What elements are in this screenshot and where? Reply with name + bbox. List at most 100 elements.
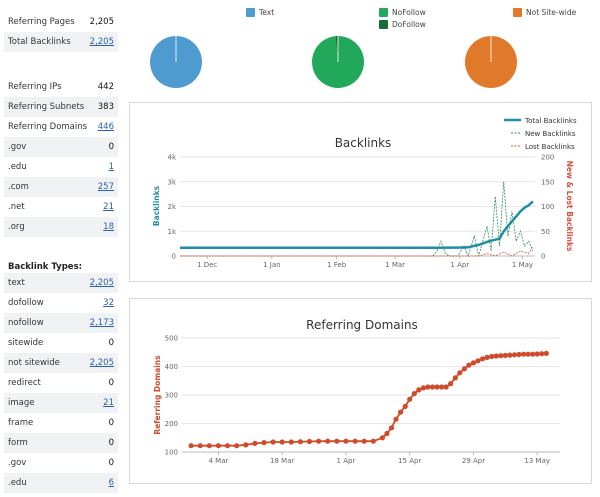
type-row-dofollow: dofollow 32: [4, 293, 118, 313]
type-value: 0: [108, 458, 114, 468]
net-domains-link[interactable]: 21: [103, 202, 114, 212]
type-label: sitewide: [8, 338, 44, 348]
org-domains-link[interactable]: 18: [103, 222, 114, 232]
x-tick-label: 4 Mar: [208, 457, 228, 465]
data-point: [480, 356, 486, 362]
data-point: [470, 360, 477, 366]
summary-row-referring-pages: Referring Pages 2,205: [4, 12, 118, 32]
edu-domains-link[interactable]: 1: [108, 162, 114, 172]
data-point: [530, 351, 536, 357]
x-tick-label: 13 May: [524, 457, 550, 465]
y2-tick-label: 100: [541, 203, 554, 211]
legend-new-backlinks[interactable]: New Backlinks: [525, 130, 576, 138]
series-line-new-backlinks: [180, 181, 534, 258]
y-tick-label: 3k: [167, 178, 176, 186]
type-edu-link[interactable]: 6: [108, 478, 114, 488]
y-tick-label: 100: [165, 449, 178, 457]
backlinks-chart-title: Backlinks: [335, 136, 392, 150]
data-point: [543, 350, 549, 356]
y-tick-label: 1k: [167, 228, 176, 236]
summary-label: Referring Pages: [8, 17, 75, 27]
legend-label: Text: [259, 8, 275, 17]
type-text-link[interactable]: 2,205: [89, 278, 114, 288]
data-point: [224, 443, 231, 449]
x-tick-label: 1 Feb: [327, 261, 347, 269]
data-point: [334, 438, 340, 444]
data-point: [493, 353, 499, 359]
backlink-types-title: Backlink Types:: [8, 262, 83, 272]
series-line-referring-domains: [191, 352, 547, 447]
stat-row-net: .net 21: [4, 197, 118, 217]
stat-label: .net: [8, 202, 25, 212]
data-point: [188, 443, 194, 449]
type-label: .gov: [8, 458, 27, 468]
type-row-nofollow: nofollow 2,173: [4, 313, 118, 333]
y-tick-label: 500: [165, 335, 178, 343]
stat-label: .com: [8, 182, 29, 192]
type-value: 0: [108, 418, 114, 428]
type-row-image: image 21: [4, 393, 118, 413]
legend-label: DoFollow: [392, 20, 426, 29]
pie-charts: [150, 35, 517, 88]
data-point: [407, 396, 413, 402]
data-point: [457, 370, 463, 376]
x-tick-label: 1 Jan: [263, 261, 280, 269]
x-tick-label: 15 Apr: [398, 457, 421, 465]
stat-label: .gov: [8, 142, 27, 152]
type-row-redirect: redirect 0: [4, 373, 118, 393]
data-point: [379, 435, 385, 441]
referring-domains-chart-panel: Referring Domains Referring Domains 100 2…: [129, 298, 592, 484]
referring-domains-chart: Referring Domains Referring Domains 100 2…: [153, 318, 560, 465]
legend-not-sitewide[interactable]: Not Site-wide: [513, 8, 576, 17]
type-row-form: form 0: [4, 433, 118, 453]
type-dofollow-link[interactable]: 32: [103, 298, 114, 308]
type-value: 0: [108, 438, 114, 448]
type-row-text: text 2,205: [4, 273, 118, 293]
backlinks-chart-panel: Backlinks Backlinks New & Lost Backlinks…: [129, 102, 592, 282]
x-tick-label: 1 Apr: [337, 457, 356, 465]
data-point: [511, 352, 518, 358]
legend-swatch: [379, 8, 388, 17]
stat-label: Referring IPs: [8, 82, 62, 92]
type-value: 0: [108, 338, 114, 348]
data-point: [361, 438, 367, 444]
data-point: [434, 384, 440, 390]
y-tick-label: 400: [165, 363, 178, 371]
y-tick-label: 200: [165, 420, 178, 428]
data-point: [325, 438, 331, 444]
data-point: [416, 387, 422, 393]
legend-text[interactable]: Text: [246, 8, 274, 17]
y-tick-label: 2k: [167, 203, 176, 211]
referring-table: Referring IPs 442 Referring Subnets 383 …: [4, 77, 118, 237]
backlinks-y-label: Backlinks: [152, 185, 161, 226]
y-tick-label: 300: [165, 392, 178, 400]
referring-domains-y-label: Referring Domains: [153, 355, 162, 435]
y2-tick-label: 50: [541, 228, 550, 236]
type-nofollow-link[interactable]: 2,173: [89, 318, 114, 328]
summary-table: Referring Pages 2,205 Total Backlinks 2,…: [4, 12, 118, 52]
stat-row-com: .com 257: [4, 177, 118, 197]
stat-value: 0: [108, 142, 114, 152]
data-point: [279, 439, 285, 445]
com-domains-link[interactable]: 257: [97, 182, 114, 192]
legend-lost-backlinks[interactable]: Lost Backlinks: [525, 143, 575, 151]
data-point: [402, 403, 408, 409]
referring-domains-link[interactable]: 446: [97, 122, 114, 132]
pie-slice: [335, 36, 338, 62]
data-point: [343, 438, 349, 444]
type-row-edu: .edu 6: [4, 473, 118, 493]
x-tick-label: 1 May: [512, 261, 533, 269]
backlink-types-table: text 2,205 dofollow 32 nofollow 2,173 si…: [4, 273, 118, 493]
data-point: [534, 351, 540, 357]
stat-row-org: .org 18: [4, 217, 118, 237]
data-point: [215, 443, 221, 449]
legend-dofollow[interactable]: DoFollow: [379, 20, 426, 29]
legend-total-backlinks[interactable]: Total Backlinks: [524, 117, 577, 125]
data-point: [521, 351, 527, 357]
total-backlinks-link[interactable]: 2,205: [89, 37, 114, 47]
data-point: [507, 352, 513, 358]
stat-value: 383: [97, 102, 114, 112]
type-image-link[interactable]: 21: [103, 398, 114, 408]
type-not-sitewide-link[interactable]: 2,205: [89, 358, 114, 368]
legend-nofollow[interactable]: NoFollow: [379, 8, 426, 17]
